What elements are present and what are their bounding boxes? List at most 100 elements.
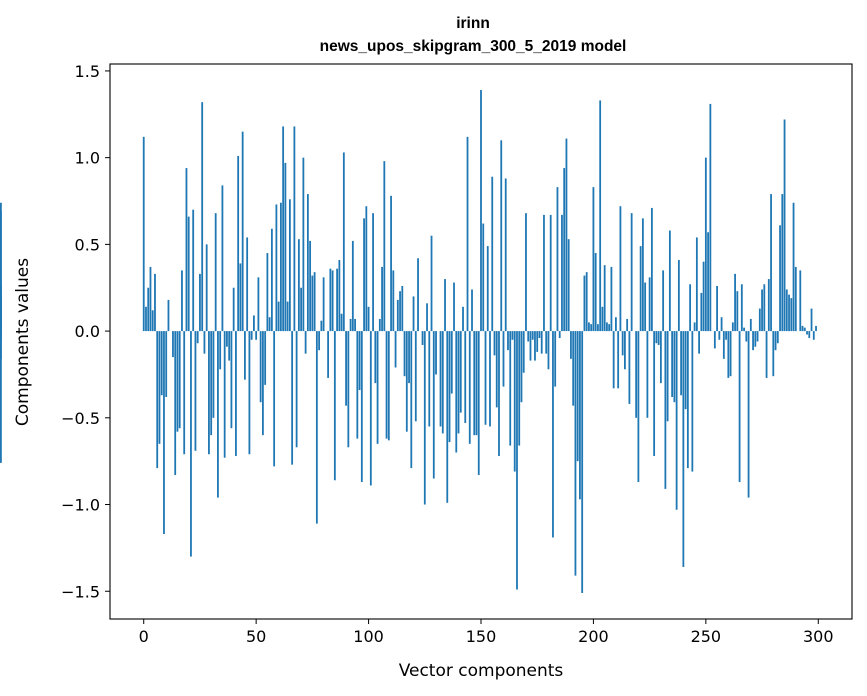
bar: [475, 331, 478, 436]
bar: [725, 331, 727, 340]
bar: [592, 187, 595, 332]
bar: [691, 331, 694, 472]
bar: [729, 331, 732, 377]
bar: [727, 331, 730, 378]
bar: [358, 331, 361, 391]
bar: [639, 246, 642, 332]
bar: [223, 331, 226, 458]
bar: [790, 298, 793, 332]
bar: [648, 277, 651, 332]
bar: [270, 228, 273, 332]
bar: [763, 284, 766, 332]
bar: [765, 331, 768, 378]
x-tick-label: 300: [803, 627, 834, 646]
y-tick-label: 0.0: [75, 322, 100, 341]
bar: [779, 225, 781, 332]
bar: [387, 331, 390, 441]
bar: [369, 331, 372, 486]
bar: [471, 289, 473, 332]
bar: [374, 331, 377, 384]
bar: [612, 331, 615, 389]
bar: [266, 253, 269, 332]
bar: [477, 331, 480, 476]
bar: [534, 331, 536, 361]
y-tick-label: 0.5: [75, 235, 100, 254]
bar: [408, 331, 410, 384]
bar: [702, 261, 705, 332]
bar: [396, 299, 399, 332]
bar: [309, 240, 312, 332]
bar: [572, 331, 575, 406]
bar: [331, 270, 334, 332]
bar: [695, 237, 698, 332]
bar: [311, 275, 314, 332]
bar: [392, 270, 395, 332]
bar: [262, 331, 264, 436]
y-tick-label: −0.5: [61, 409, 100, 428]
bar: [563, 168, 566, 332]
y-axis-ticks: −1.5 −1.0 −0.5 0.0 0.5 1.0 1.5: [61, 62, 110, 601]
bar: [208, 331, 210, 455]
bar: [450, 331, 453, 394]
bar: [347, 331, 350, 448]
bar: [172, 331, 174, 358]
bar: [745, 331, 748, 342]
bar: [752, 331, 754, 351]
bar: [401, 286, 404, 332]
bar: [273, 331, 276, 467]
bar: [228, 331, 231, 361]
bar: [743, 327, 745, 332]
bar: [511, 331, 514, 340]
bar: [279, 202, 282, 332]
bar: [579, 331, 581, 500]
bar: [740, 284, 743, 332]
bar: [190, 331, 192, 557]
bar: [650, 207, 653, 332]
bar: [718, 331, 721, 340]
bar: [165, 331, 168, 397]
bar: [399, 291, 401, 332]
bar: [749, 318, 752, 332]
bar: [232, 287, 235, 332]
bar: [489, 331, 491, 427]
bar: [794, 266, 797, 332]
bar: [381, 266, 383, 332]
bar: [504, 178, 507, 332]
bar: [333, 331, 336, 481]
bar: [412, 296, 415, 332]
bar: [239, 263, 242, 332]
bar: [468, 331, 471, 444]
bar: [199, 273, 201, 332]
bar: [448, 331, 451, 443]
bar: [246, 237, 249, 332]
bar: [235, 331, 237, 456]
bar: [606, 322, 608, 332]
bar: [716, 286, 718, 332]
bar: [806, 331, 808, 335]
bar: [205, 244, 208, 332]
bar: [367, 306, 370, 332]
y-axis-label: Components values: [13, 258, 33, 426]
bar: [284, 162, 287, 332]
bar: [594, 253, 597, 332]
bar: [455, 331, 458, 453]
bar: [518, 331, 521, 446]
bar: [493, 331, 496, 356]
bar: [187, 216, 190, 332]
bar: [628, 331, 631, 404]
bar: [482, 223, 485, 332]
bar: [655, 331, 658, 344]
bar: [558, 331, 561, 339]
bar: [689, 284, 692, 332]
bar: [585, 272, 588, 332]
bar: [624, 331, 626, 370]
bar: [738, 331, 741, 482]
bar: [556, 187, 559, 332]
bar: [288, 199, 291, 332]
bar: [349, 318, 352, 332]
bar: [709, 103, 712, 332]
bar: [345, 331, 347, 406]
bar: [441, 331, 444, 434]
bar: [244, 331, 246, 380]
